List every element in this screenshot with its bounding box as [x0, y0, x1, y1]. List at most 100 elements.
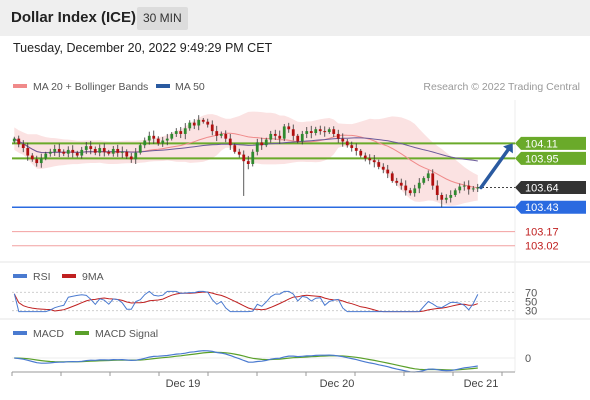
candle-body	[399, 182, 403, 186]
candle-body	[111, 148, 115, 154]
candle-body	[332, 129, 336, 134]
candle-body	[134, 152, 138, 160]
legend-swatch-rsi	[13, 274, 27, 278]
candle-body	[449, 195, 453, 198]
candle-body	[57, 148, 61, 152]
macd-tick-0: 0	[525, 353, 531, 365]
credit-text: Research © 2022 Trading Central	[423, 81, 580, 93]
candle-body	[242, 154, 246, 162]
candle-body	[219, 133, 223, 136]
candle-body	[125, 151, 129, 157]
candle-body	[156, 138, 160, 144]
level-label-103.02: 103.02	[525, 241, 559, 253]
candle-body	[372, 160, 376, 163]
candle-body	[30, 155, 34, 160]
timeframe-badge[interactable]: 30 MIN	[137, 7, 188, 30]
candle-body	[395, 180, 399, 183]
level-label-103.17: 103.17	[525, 227, 559, 239]
level-label-103.64: 103.64	[525, 182, 559, 194]
candle-body	[116, 148, 120, 153]
candles	[12, 115, 480, 208]
candle-body	[444, 197, 448, 200]
x-tick-label: Dec 19	[166, 378, 201, 390]
level-tag-104.11	[515, 136, 586, 150]
candle-body	[471, 188, 475, 190]
candle-body	[80, 149, 84, 156]
candle-body	[368, 158, 372, 161]
candle-body	[48, 151, 52, 154]
candle-body	[44, 153, 48, 159]
candle-body	[305, 131, 309, 134]
macd-panel: 0	[12, 350, 531, 373]
candle-body	[228, 138, 232, 146]
candle-body	[39, 158, 43, 164]
candle-body	[210, 124, 214, 132]
level-label-104.11: 104.11	[525, 138, 558, 150]
candle-body	[260, 142, 264, 146]
candle-body	[350, 145, 354, 149]
candle-body	[179, 131, 183, 134]
candle-body	[291, 129, 295, 136]
candle-body	[390, 173, 394, 181]
legend-swatch-macd	[13, 331, 27, 335]
price-levels	[12, 142, 515, 247]
candle-body	[75, 152, 79, 156]
level-tag-103.64	[515, 180, 586, 194]
level-tag-103.95	[515, 151, 586, 165]
macd-signal-line	[14, 351, 478, 371]
candle-body	[66, 149, 70, 154]
candle-body	[467, 185, 471, 190]
candle-body	[84, 146, 88, 150]
candle-body	[89, 146, 93, 149]
candle-body	[404, 185, 408, 191]
macd-line	[14, 350, 478, 373]
candle-body	[269, 133, 273, 140]
timestamp: Tuesday, December 20, 2022 9:49:29 PM CE…	[13, 41, 273, 55]
candle-body	[318, 129, 322, 132]
legend-swatch-ma20	[13, 84, 27, 88]
candle-body	[296, 135, 300, 142]
candle-body	[21, 144, 25, 149]
candle-body	[264, 139, 268, 146]
rsi-tick-30: 30	[525, 306, 537, 318]
x-tick-label: Dec 21	[464, 378, 499, 390]
level-label-103.95: 103.95	[525, 153, 559, 165]
candle-body	[386, 169, 390, 174]
candle-body	[174, 131, 178, 134]
candle-body	[287, 126, 291, 130]
candle-body	[183, 128, 187, 134]
candle-body	[453, 190, 457, 195]
candle-body	[12, 138, 16, 142]
candle-body	[161, 140, 165, 144]
candle-body	[336, 133, 340, 139]
arrow-shaft	[479, 148, 510, 190]
legend-swatch-macd-signal	[75, 331, 89, 335]
rsi-tick-50: 50	[525, 297, 537, 309]
candle-body	[237, 151, 241, 155]
level-labels: 104.11 103.95 103.64 103.43 103.17 103.02	[515, 136, 586, 253]
candle-body	[251, 151, 255, 164]
candle-body	[359, 150, 363, 156]
candle-body	[93, 148, 97, 153]
candle-body	[413, 188, 417, 194]
candle-body	[363, 155, 367, 159]
candle-body	[102, 148, 106, 152]
candle-body	[282, 126, 286, 139]
rsi-line	[13, 290, 479, 313]
candle-body	[345, 141, 349, 146]
legend-macd: MACD	[33, 328, 64, 340]
candle-body	[255, 142, 259, 152]
legend-rsi: RSI	[33, 271, 51, 283]
candle-body	[440, 195, 444, 200]
candle-body	[233, 145, 237, 152]
candle-body	[138, 145, 142, 153]
candle-body	[107, 151, 111, 154]
candle-body	[120, 151, 124, 153]
candle-body	[71, 149, 75, 153]
moving-averages	[14, 132, 478, 189]
candle-body	[192, 122, 196, 126]
arrow-head	[503, 143, 513, 154]
candle-body	[327, 129, 331, 133]
candle-body	[314, 129, 318, 133]
candle-body	[431, 173, 435, 186]
